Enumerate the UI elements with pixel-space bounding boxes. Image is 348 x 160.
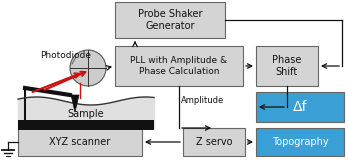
Bar <box>256 46 318 86</box>
Text: Phase
Shift: Phase Shift <box>272 55 302 77</box>
Polygon shape <box>71 95 79 112</box>
Bar <box>115 2 225 38</box>
Text: PLL with Amplitude &
Phase Calculation: PLL with Amplitude & Phase Calculation <box>130 56 228 76</box>
Circle shape <box>70 50 106 86</box>
Text: XYZ scanner: XYZ scanner <box>49 137 111 147</box>
Bar <box>256 128 344 156</box>
Text: Δf: Δf <box>293 100 307 114</box>
Text: Probe Shaker
Generator: Probe Shaker Generator <box>138 9 202 31</box>
Text: Amplitude: Amplitude <box>181 96 224 105</box>
Bar <box>18 120 154 130</box>
Text: Z servo: Z servo <box>196 137 232 147</box>
Text: Photodiode: Photodiode <box>40 51 91 60</box>
Bar <box>256 92 344 122</box>
Text: Sample: Sample <box>68 109 104 119</box>
Text: Topography: Topography <box>272 137 328 147</box>
Bar <box>18 128 142 156</box>
Bar <box>183 128 245 156</box>
Bar <box>115 46 243 86</box>
